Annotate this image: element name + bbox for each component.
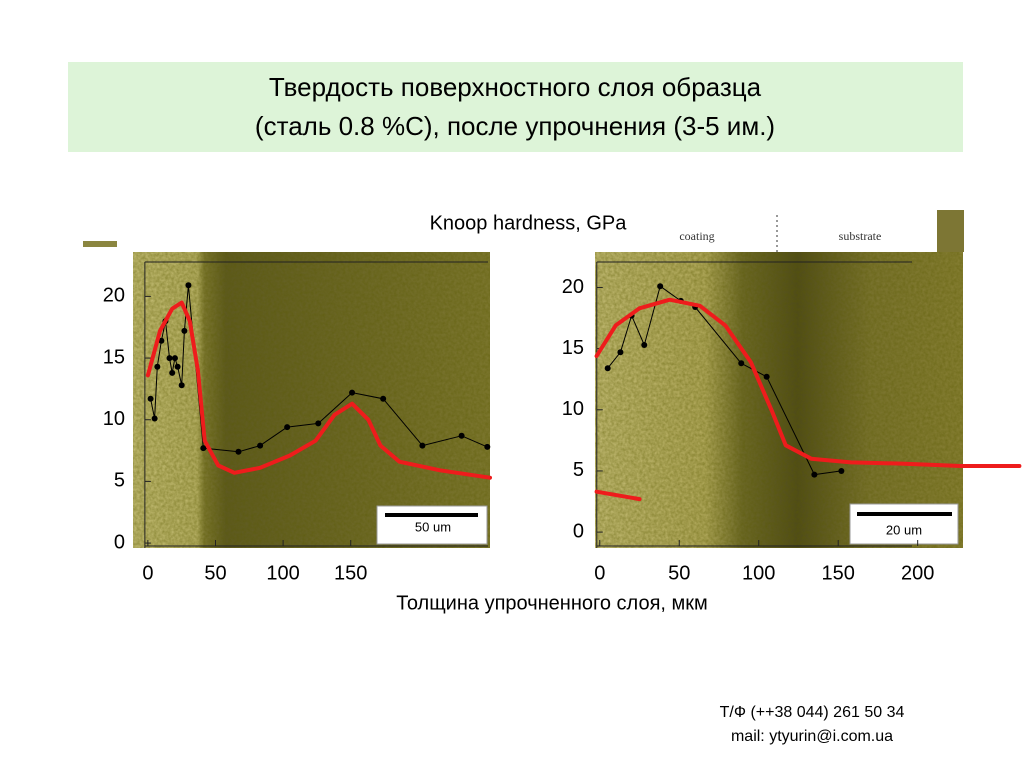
data-point: [257, 442, 264, 449]
y-tick-label: 10: [562, 398, 584, 420]
x-tick-label: 150: [334, 562, 367, 584]
title-line: (сталь 0.8 %С), после упрочнения (3-5 им…: [255, 111, 775, 141]
micrograph-texture: [133, 252, 490, 548]
data-point: [178, 382, 185, 389]
data-point: [838, 467, 845, 474]
contact-line: Т/Ф (++38 044) 261 50 34: [720, 704, 905, 721]
data-point: [380, 395, 387, 402]
series-line: [594, 297, 1022, 502]
data-point: [181, 327, 188, 334]
y-tick-label: 15: [103, 346, 125, 368]
series-line: [145, 300, 492, 480]
data-point: [484, 443, 491, 450]
data-point: [154, 363, 161, 370]
data-point: [185, 282, 192, 289]
micrograph: [937, 210, 964, 252]
y-axis-title: Knoop hardness, GPa: [430, 212, 628, 234]
y-tick-label: 5: [114, 470, 125, 492]
data-point: [617, 349, 624, 356]
data-point: [419, 442, 426, 449]
x-tick-label: 50: [204, 562, 226, 584]
contact-line: mail: ytyurin@i.com.ua: [731, 728, 893, 745]
title-line: Твердость поверхностного слоя образца: [269, 72, 762, 102]
x-tick-label: 100: [266, 562, 299, 584]
data-point: [151, 415, 158, 422]
data-point: [738, 360, 745, 367]
x-tick-label: 0: [594, 562, 605, 584]
data-point: [171, 355, 178, 362]
scale-bar-label: 20 um: [886, 522, 922, 537]
y-tick-label: 20: [562, 276, 584, 298]
data-point: [604, 365, 611, 372]
data-point: [811, 471, 818, 478]
data-point: [349, 389, 356, 396]
x-tick-label: 0: [142, 562, 153, 584]
scale-bar-label: 50 um: [415, 519, 451, 534]
label-strip: [655, 210, 937, 250]
data-point: [200, 445, 207, 452]
x-tick-label: 50: [668, 562, 690, 584]
scale-bar-box: [849, 503, 959, 545]
data-point: [147, 395, 154, 402]
annotation: substrate: [839, 229, 882, 243]
y-tick-label: 0: [573, 520, 584, 542]
series-line: [150, 284, 488, 453]
title-box: [68, 62, 963, 152]
data-point: [166, 355, 173, 362]
y-tick-label: 5: [573, 459, 584, 481]
data-point: [174, 363, 181, 370]
data-point: [458, 432, 465, 439]
y-tick-label: 0: [114, 531, 125, 553]
x-tick-label: 100: [742, 562, 775, 584]
y-tick-label: 10: [103, 408, 125, 430]
data-point: [657, 283, 664, 290]
x-tick-label: 150: [822, 562, 855, 584]
data-point: [763, 373, 770, 380]
data-point: [315, 420, 322, 427]
y-tick-label: 15: [562, 337, 584, 359]
x-tick-label: 200: [901, 562, 934, 584]
annotation: coating: [679, 229, 714, 243]
data-point: [169, 369, 176, 376]
data-point: [641, 341, 648, 348]
y-tick-label: 20: [103, 285, 125, 307]
data-point: [284, 424, 291, 431]
data-point: [158, 337, 165, 344]
data-point: [235, 448, 242, 455]
x-axis-title: Толщина упрочненного слоя, мкм: [396, 592, 708, 614]
image-fragment: [83, 241, 117, 247]
scale-bar-box: [376, 505, 488, 545]
